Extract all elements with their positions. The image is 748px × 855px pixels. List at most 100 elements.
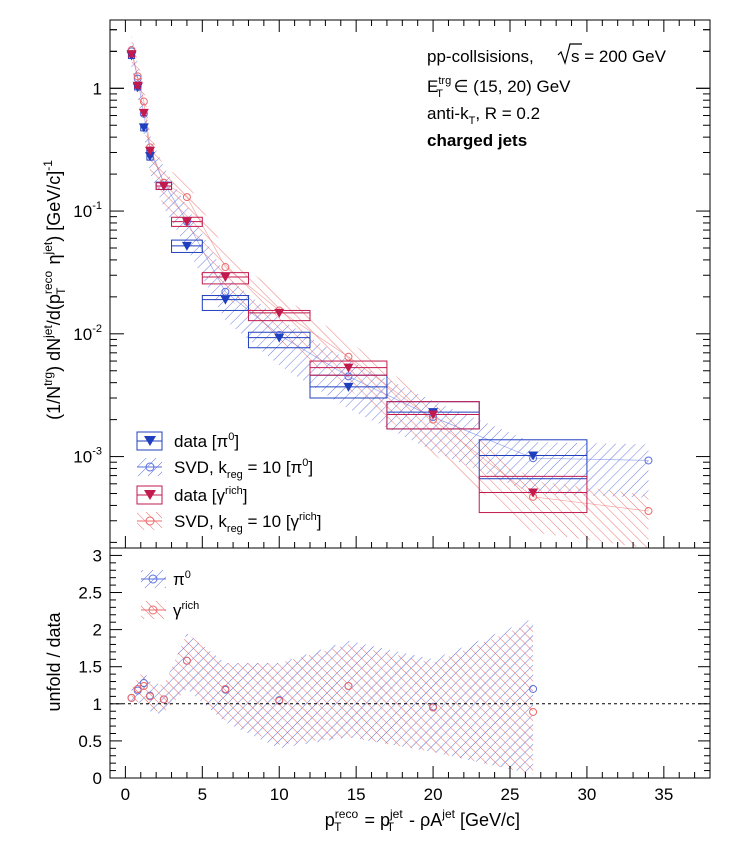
- data-pi0-point: [181, 241, 192, 251]
- legend-label-svd-pi0: SVD, kreg = 10 [π0]: [174, 457, 313, 481]
- data-gamma-point: [528, 488, 539, 498]
- x-tick-label: 25: [501, 785, 520, 804]
- y-tick-label-bottom: 2.5: [78, 584, 102, 603]
- y-tick-label-bottom: 0.5: [78, 732, 102, 751]
- sqrt-symbol: [557, 43, 582, 66]
- x-axis-title: preco T = pjet T - ρAjet [GeV/c]: [325, 807, 520, 834]
- ratio-gamma-point: [529, 707, 538, 716]
- axis-tick-labels: 0 5 10 15 20 25 30 35 1 10-1 10-2 10-3 0 0.5 1 1.5 2 2.5 3: [73, 79, 673, 804]
- ratio-gamma-point: [344, 682, 353, 690]
- data-gamma-sys-box: [478, 475, 588, 514]
- bottom-ratio-points: [127, 656, 538, 716]
- y-tick-label-top: 10-2: [73, 323, 102, 344]
- data-gamma-point: [126, 50, 137, 60]
- data-gamma-sys-box: [386, 401, 480, 430]
- ratio-gamma-point: [159, 695, 168, 704]
- bottom-panel-frame: [109, 547, 711, 779]
- data-gamma-point: [220, 273, 231, 283]
- data-gamma-point: [428, 410, 439, 420]
- x-tick-label: 10: [270, 785, 289, 804]
- data-gamma-point: [274, 308, 285, 318]
- data-gamma-point: [181, 217, 192, 227]
- top-legend: data [π0] SVD, kreg = 10 [π0] data [γric…: [136, 431, 322, 535]
- ratio-gamma-band: [131, 622, 534, 775]
- x-tick-label: 15: [347, 785, 366, 804]
- ratio-pi0-point: [139, 679, 148, 688]
- annotation-algorithm: anti-kT, R = 0.2: [427, 104, 540, 127]
- legend-entry-data-pi0: data [π0]: [136, 431, 239, 451]
- top-uncertainty-bands: [131, 34, 649, 548]
- legend-label-ratio-pi0: π0: [173, 569, 191, 589]
- data-pi0-point: [343, 382, 354, 392]
- annotation-jets: charged jets: [427, 131, 527, 150]
- ratio-gamma-point: [146, 692, 154, 701]
- legend-label-data-gamma: data [γrich]: [174, 485, 248, 505]
- annotation-trigger: Etrg T ∈ (15, 20) GeV: [427, 75, 571, 100]
- data-gamma-point: [158, 181, 169, 191]
- legend-entry-svd-pi0: SVD, kreg = 10 [π0]: [137, 457, 313, 481]
- svd-pi0-band: [131, 35, 649, 498]
- plot-frames: [109, 19, 711, 779]
- y-tick-label-bottom: 2: [93, 621, 102, 640]
- axis-ticks: [110, 20, 710, 779]
- y-axis-title-top: (1/Ntrg) dNjet/d(precoT ηjet) [GeV/c]-1: [41, 160, 68, 420]
- y-tick-label-bottom: 0: [93, 769, 102, 788]
- ratio-pi0-point: [529, 684, 538, 693]
- ratio-gamma-point: [127, 693, 136, 702]
- y-tick-label-bottom: 1: [93, 695, 102, 714]
- legend-entry-ratio-gamma: γrich: [141, 600, 199, 620]
- x-tick-label: 20: [424, 785, 443, 804]
- ratio-gamma-point: [429, 703, 438, 712]
- legend-label-svd-gamma: SVD, kreg = 10 [γrich]: [174, 511, 322, 535]
- data-pi0-sys-box: [478, 439, 588, 480]
- x-tick-label: 30: [577, 785, 596, 804]
- y-tick-label-top: 1: [93, 79, 102, 98]
- svd-gamma-band-line: [131, 49, 649, 512]
- bottom-legend: π0 γrich: [141, 569, 199, 620]
- svd-gamma-point: [644, 507, 653, 516]
- svd-gamma-point: [133, 72, 142, 81]
- data-pi0-point: [145, 152, 155, 162]
- ratio-gamma-point: [221, 684, 230, 693]
- legend-label-data-pi0: data [π0]: [174, 431, 239, 451]
- ratio-gamma-point: [139, 682, 148, 690]
- data-pi0-sys-box: [247, 331, 311, 349]
- annotation-energy: s = 200 GeV: [571, 47, 667, 66]
- svd-pi0-point: [644, 456, 653, 465]
- data-pi0-point: [274, 333, 285, 343]
- legend-entry-ratio-pi0: π0: [141, 569, 191, 589]
- data-gamma-point: [132, 81, 143, 91]
- legend-entry-svd-gamma: SVD, kreg = 10 [γrich]: [137, 511, 322, 535]
- legend-entry-data-gamma: data [γrich]: [136, 485, 248, 505]
- svd-gamma-band: [131, 34, 649, 548]
- y-tick-label-top: 10-3: [73, 446, 102, 467]
- data-gamma-sys-box: [201, 272, 249, 285]
- y-axis-title-bottom: unfold / data: [44, 611, 64, 711]
- data-pi0-point: [528, 451, 539, 461]
- ratio-gamma-point: [182, 656, 191, 665]
- svd-gamma-point: [221, 263, 230, 272]
- bottom-uncertainty-bands: [131, 618, 534, 775]
- data-gamma-point: [138, 108, 149, 118]
- annotation-block: pp-collsisions, s = 200 GeV Etrg T ∈ (15,…: [427, 43, 667, 150]
- svd-pi0-point: [221, 287, 230, 296]
- annotation-collision: pp-collsisions,: [427, 47, 534, 66]
- svd-pi0-point: [344, 372, 353, 381]
- top-data-points: [126, 46, 653, 516]
- ratio-gamma-point: [275, 696, 284, 705]
- data-pi0-point: [220, 295, 231, 305]
- y-tick-label-bottom: 3: [93, 546, 102, 565]
- x-tick-label: 35: [654, 785, 673, 804]
- legend-label-ratio-gamma: γrich: [173, 600, 199, 620]
- svd-gamma-point: [139, 97, 148, 106]
- x-tick-label: 0: [121, 785, 130, 804]
- y-tick-label-top: 10-1: [73, 200, 102, 221]
- data-gamma-point: [343, 363, 354, 373]
- x-tick-label: 5: [198, 785, 207, 804]
- svd-gamma-point: [182, 193, 191, 202]
- y-tick-label-bottom: 1.5: [78, 658, 102, 677]
- svd-gamma-point: [344, 352, 353, 361]
- data-pi0-point: [138, 123, 149, 133]
